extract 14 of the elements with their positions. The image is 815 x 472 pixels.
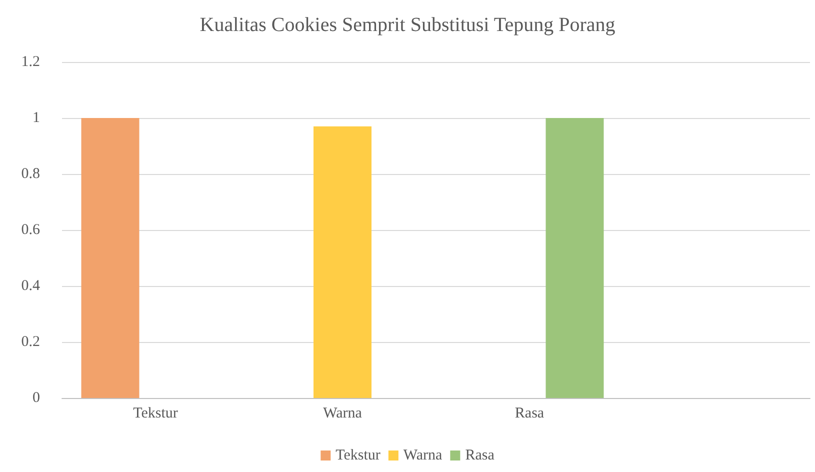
y-tick-label: 0 (32, 390, 40, 406)
y-tick-label: 1 (32, 110, 40, 126)
y-tick-label: 0.2 (21, 334, 40, 350)
chart-title: Kualitas Cookies Semprit Substitusi Tepung Porang (200, 14, 616, 36)
x-tick-label: Warna (323, 406, 362, 422)
legend-label: Rasa (465, 448, 495, 464)
y-tick-label: 0.8 (21, 166, 40, 182)
x-tick-label: Tekstur (133, 406, 178, 422)
x-tick-label: Rasa (514, 406, 544, 422)
legend-label: Tekstur (336, 448, 380, 464)
y-tick-label: 0.4 (21, 278, 40, 294)
legend-label: Warna (403, 448, 443, 464)
y-tick-label: 1.2 (21, 54, 40, 70)
y-tick-label: 0.6 (21, 222, 40, 238)
